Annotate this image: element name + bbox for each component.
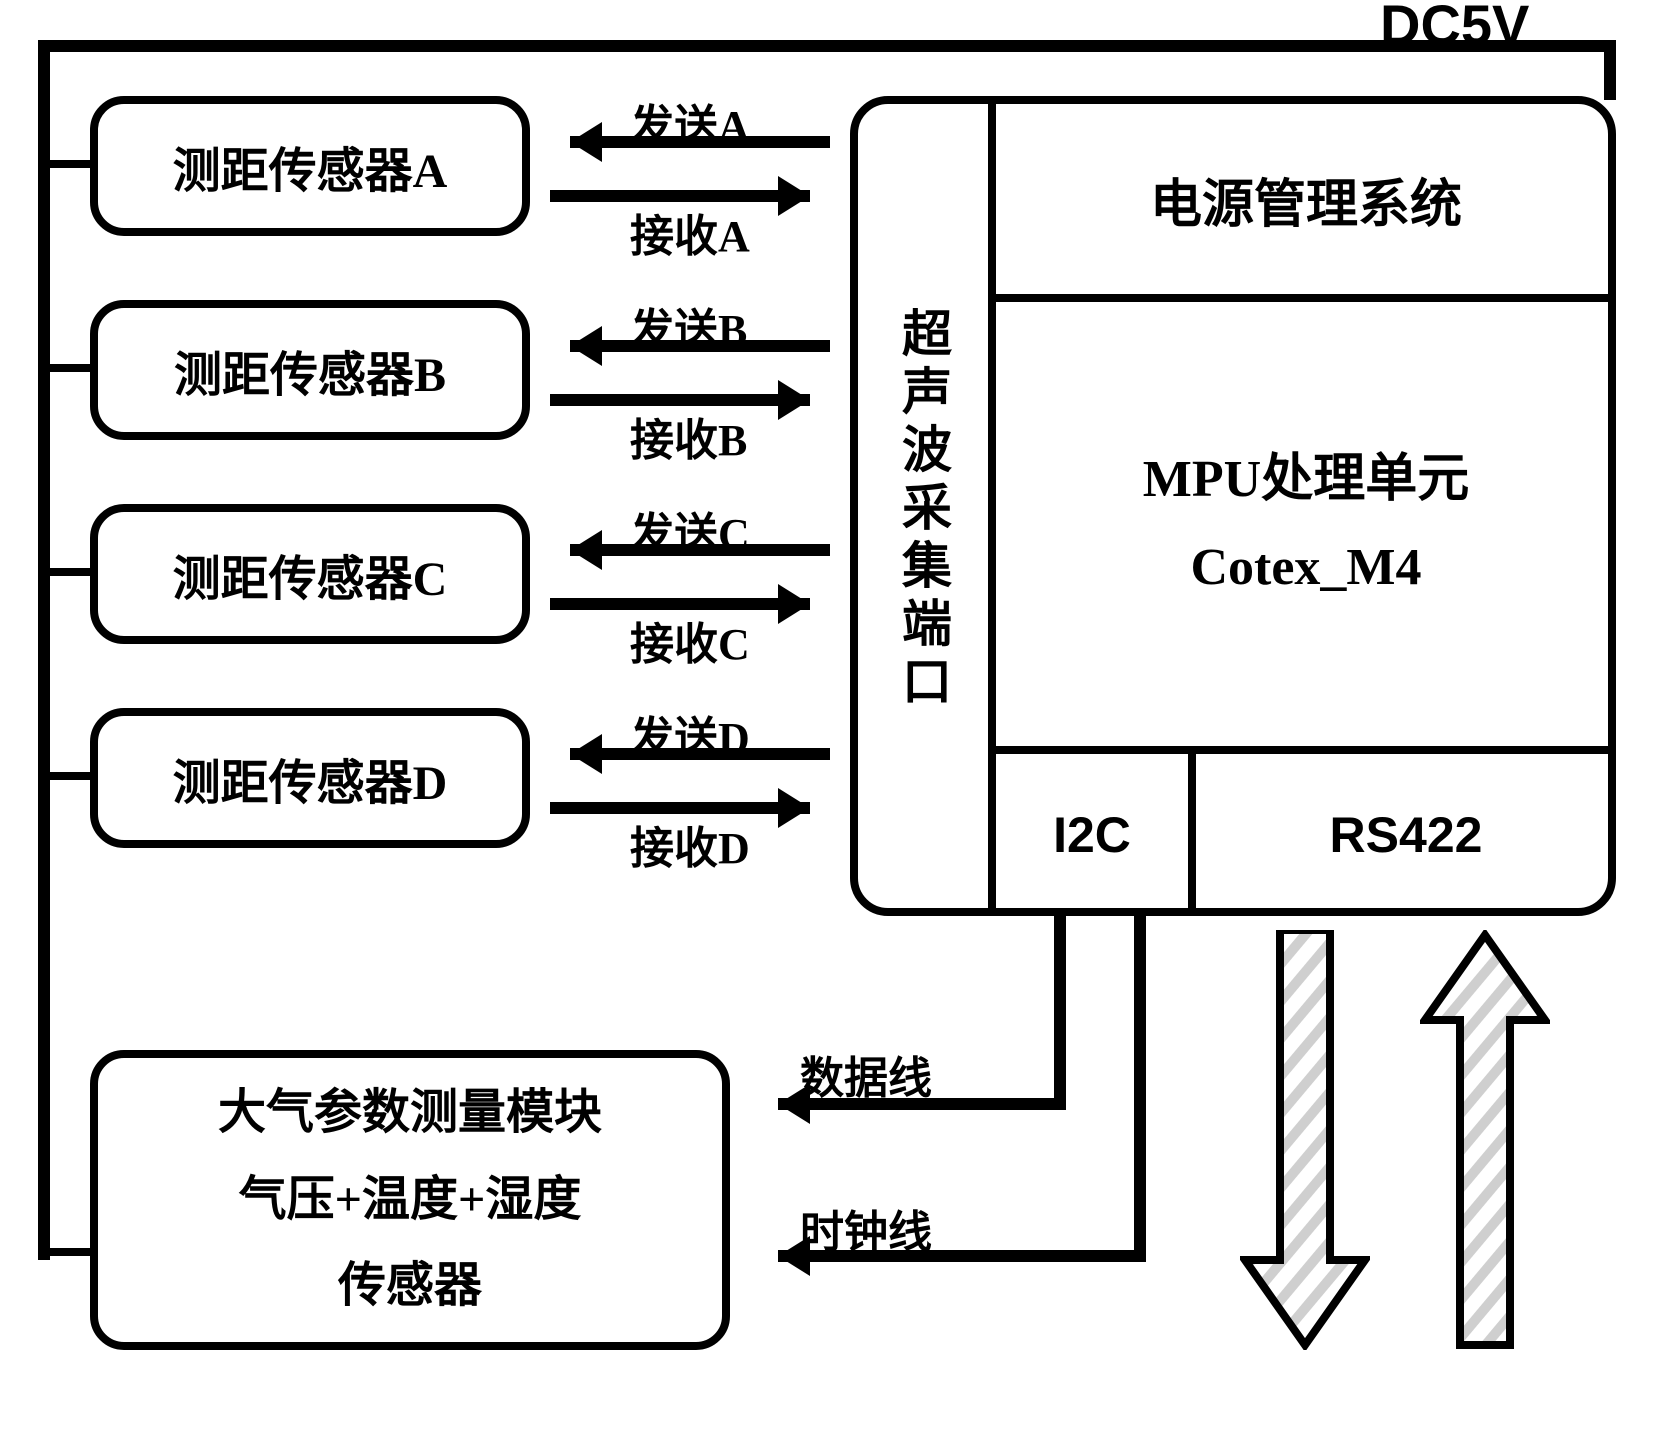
atmos-line3: 传感器 bbox=[338, 1243, 482, 1329]
mpu-div-h1 bbox=[988, 294, 1616, 302]
sensor-d-box: 测距传感器D bbox=[90, 708, 530, 848]
i2c-clock-line bbox=[720, 916, 1200, 1296]
rs422-down-arrow bbox=[1240, 930, 1370, 1350]
sensor-c-box: 测距传感器C bbox=[90, 504, 530, 644]
sensor-a-box: 测距传感器A bbox=[90, 96, 530, 236]
power-drop-right bbox=[1604, 40, 1616, 100]
power-stub-atmos bbox=[38, 1248, 94, 1256]
send-d-label: 发送D bbox=[630, 702, 750, 766]
clock-line-label: 时钟线 bbox=[800, 1196, 932, 1260]
mpu-div-v2 bbox=[1188, 746, 1196, 916]
power-mgmt-label: 电源管理系统 bbox=[996, 104, 1616, 294]
atmos-box: 大气参数测量模块 气压+温度+湿度 传感器 bbox=[90, 1050, 730, 1350]
power-rail-top bbox=[38, 40, 1616, 52]
mpu-div-h2 bbox=[988, 746, 1616, 754]
atmos-line2: 气压+温度+湿度 bbox=[239, 1157, 582, 1243]
power-stub-d bbox=[38, 772, 94, 780]
mpu-unit-l1: MPU处理单元 bbox=[1143, 436, 1469, 524]
send-c-label: 发送C bbox=[630, 498, 750, 562]
rs422-up-arrow bbox=[1420, 930, 1550, 1350]
mpu-unit-cell: MPU处理单元 Cotex_M4 bbox=[996, 302, 1616, 746]
i2c-label: I2C bbox=[996, 754, 1188, 916]
us-port-label: 超声波采集端口 bbox=[858, 104, 988, 916]
power-stub-b bbox=[38, 364, 94, 372]
sensor-c-label: 测距传感器C bbox=[173, 539, 448, 609]
recv-a-label: 接收A bbox=[630, 200, 750, 264]
mpu-unit-l2: Cotex_M4 bbox=[1190, 524, 1421, 612]
power-rail-left bbox=[38, 40, 50, 1260]
send-a-label: 发送A bbox=[630, 90, 750, 154]
recv-c-label: 接收C bbox=[630, 608, 750, 672]
mpu-box: 超声波采集端口 电源管理系统 MPU处理单元 Cotex_M4 I2C RS42… bbox=[850, 96, 1616, 916]
send-b-label: 发送B bbox=[630, 294, 747, 358]
rs422-label: RS422 bbox=[1196, 754, 1616, 916]
sensor-a-label: 测距传感器A bbox=[173, 131, 448, 201]
sensor-b-box: 测距传感器B bbox=[90, 300, 530, 440]
atmos-title: 大气参数测量模块 bbox=[218, 1070, 602, 1156]
sensor-b-label: 测距传感器B bbox=[174, 335, 446, 405]
sensor-d-label: 测距传感器D bbox=[173, 743, 448, 813]
recv-b-label: 接收B bbox=[630, 404, 747, 468]
power-stub-c bbox=[38, 568, 94, 576]
mpu-div-v1 bbox=[988, 104, 996, 916]
recv-d-label: 接收D bbox=[630, 812, 750, 876]
power-stub-a bbox=[38, 160, 94, 168]
